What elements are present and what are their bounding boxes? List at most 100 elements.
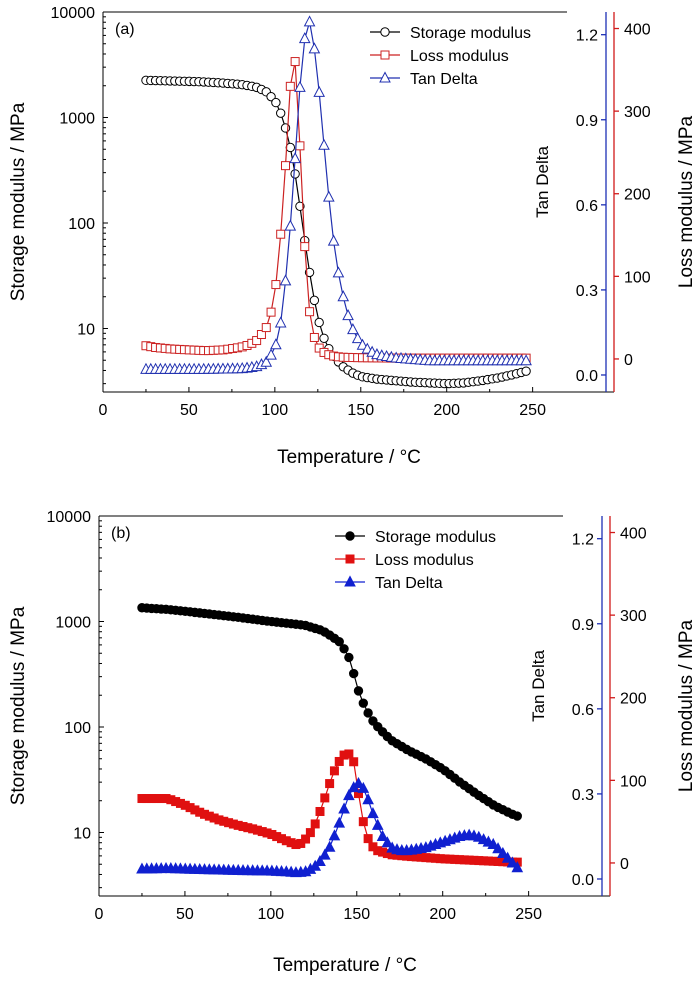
data-point xyxy=(344,652,354,663)
data-point xyxy=(511,861,524,873)
data-point xyxy=(325,779,335,789)
x-tick-label: 100 xyxy=(258,906,285,923)
x-tick-label: 200 xyxy=(429,906,456,923)
x-tick-label: 50 xyxy=(180,402,198,419)
data-point xyxy=(303,15,316,27)
x-tick-label: 150 xyxy=(343,906,370,923)
data-point xyxy=(309,332,319,342)
data-point xyxy=(328,829,341,841)
series-line xyxy=(145,79,527,385)
data-point xyxy=(281,161,291,171)
data-point xyxy=(333,816,346,828)
data-point xyxy=(487,837,500,849)
data-point xyxy=(295,201,305,211)
legend-marker xyxy=(345,554,355,564)
legend-label: Loss modulus xyxy=(375,552,474,569)
data-point xyxy=(358,698,369,708)
data-point xyxy=(332,266,345,278)
left-y-tick-label: 100 xyxy=(68,216,95,233)
data-point xyxy=(338,802,350,814)
loss-modulus-tick-label: 0 xyxy=(620,856,629,873)
data-point xyxy=(343,789,355,801)
data-point xyxy=(252,336,262,346)
legend-label: Storage modulus xyxy=(410,25,531,42)
x-tick-label: 0 xyxy=(99,402,108,419)
data-point xyxy=(305,828,315,838)
data-point xyxy=(371,818,384,830)
data-point xyxy=(265,348,277,360)
loss-modulus-tick-label: 400 xyxy=(620,526,647,543)
data-point xyxy=(381,836,394,848)
series-loss-modulus xyxy=(141,57,531,363)
left-y-axis-title: Storage modulus / MPa xyxy=(8,102,29,301)
panel-b: 0 50 100 150 200 250101001000100000.00.30.60.… xyxy=(8,509,697,976)
loss-modulus-tick-label: 100 xyxy=(620,773,647,790)
data-point xyxy=(261,323,271,333)
series-loss-modulus xyxy=(137,749,522,867)
left-y-axis-title: Storage modulus / MPa xyxy=(8,606,29,805)
data-point xyxy=(322,190,335,202)
data-point xyxy=(276,229,286,239)
data-point xyxy=(305,307,315,317)
data-point xyxy=(300,242,310,252)
tan-delta-axis-title: Tan Delta xyxy=(529,650,548,722)
panel-label: (a) xyxy=(115,21,135,38)
data-point xyxy=(520,354,532,366)
loss-modulus-tick-label: 200 xyxy=(620,691,647,708)
loss-modulus-tick-label: 300 xyxy=(620,608,647,625)
tan-delta-tick-label: 0.0 xyxy=(576,368,598,385)
legend-label: Loss modulus xyxy=(410,48,509,65)
data-point xyxy=(376,829,389,841)
panel-label: (b) xyxy=(111,525,131,542)
data-point xyxy=(501,851,514,863)
data-point xyxy=(274,316,287,328)
tan-delta-tick-label: 0.3 xyxy=(576,283,598,300)
x-tick-label: 0 xyxy=(95,906,104,923)
x-axis-title: Temperature / °C xyxy=(277,447,421,468)
data-point xyxy=(314,854,326,867)
data-point xyxy=(295,141,305,151)
data-point xyxy=(308,42,321,54)
x-tick-label: 250 xyxy=(515,906,542,923)
data-point xyxy=(363,834,373,844)
legend-entry: Tan Delta xyxy=(370,71,478,88)
left-y-tick-label: 1000 xyxy=(59,110,95,127)
x-tick-label: 100 xyxy=(262,402,289,419)
legend-label: Storage modulus xyxy=(375,529,496,546)
left-y-tick-label: 10000 xyxy=(47,509,92,526)
loss-modulus-axis-title: Loss modulus / MPa xyxy=(676,620,697,793)
data-point xyxy=(363,708,373,718)
loss-modulus-tick-label: 300 xyxy=(624,104,651,121)
data-point xyxy=(334,637,344,647)
data-point xyxy=(347,323,359,335)
data-point xyxy=(352,776,365,789)
series-storage-modulus xyxy=(137,603,522,821)
data-point xyxy=(320,793,330,803)
loss-modulus-axis-title: Loss modulus / MPa xyxy=(676,116,697,289)
data-point xyxy=(313,85,326,97)
data-point xyxy=(290,57,300,67)
x-tick-label: 200 xyxy=(433,402,460,419)
tan-delta-tick-label: 0.6 xyxy=(576,198,598,215)
data-point xyxy=(298,32,311,44)
legend-label: Tan Delta xyxy=(375,575,443,592)
loss-modulus-tick-label: 400 xyxy=(624,22,651,39)
data-point xyxy=(266,307,276,317)
data-point xyxy=(294,80,306,92)
loss-modulus-tick-label: 100 xyxy=(624,269,651,286)
data-point xyxy=(270,338,282,350)
data-point xyxy=(256,330,266,340)
data-point xyxy=(349,757,359,767)
data-point xyxy=(351,332,364,344)
legend-entry: Storage modulus xyxy=(370,25,531,42)
data-point xyxy=(319,333,329,343)
data-point xyxy=(323,840,336,852)
data-point xyxy=(348,668,359,679)
tan-delta-tick-label: 0.9 xyxy=(576,113,598,130)
loss-modulus-tick-label: 200 xyxy=(624,187,651,204)
data-point xyxy=(304,267,315,278)
legend-label: Tan Delta xyxy=(410,71,478,88)
data-point xyxy=(334,756,344,766)
tan-delta-tick-label: 0.3 xyxy=(572,787,594,804)
